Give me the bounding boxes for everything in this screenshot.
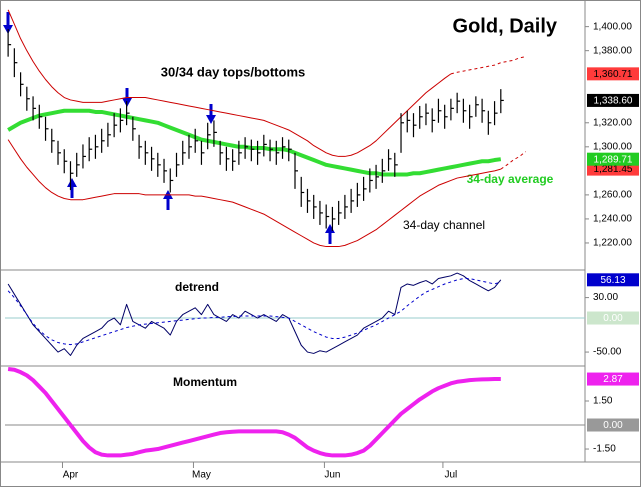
line [7, 278, 501, 346]
y-tick-label: -50.00 [593, 347, 622, 358]
y-tick-label: 1,400.00 [593, 21, 632, 32]
annotation: 34-day channel [403, 218, 485, 232]
value-label-box [587, 162, 639, 176]
y-tick-label: 1,300.00 [593, 141, 632, 152]
value-label: 1,338.60 [594, 96, 633, 107]
y-tick-label: 1,220.00 [593, 238, 632, 249]
line [7, 366, 501, 458]
x-tick-label: Jul [445, 470, 458, 481]
x-tick-label: May [192, 470, 211, 481]
annotation: 30/34 day tops/bottoms [161, 64, 305, 79]
bottom-arrow [67, 178, 77, 198]
value-label: 0.00 [603, 313, 623, 324]
chart-title: Gold, Daily [453, 15, 558, 37]
value-label: 1,281.45 [594, 164, 633, 175]
value-label: 1,289.71 [594, 154, 633, 165]
line [7, 139, 501, 248]
value-label-box [587, 418, 639, 432]
y-tick-label: 30.00 [593, 292, 618, 303]
panel-title: detrend [175, 280, 219, 294]
value-label-box [587, 311, 639, 325]
y-tick-label: 1,380.00 [593, 45, 632, 56]
y-tick-label: 1,240.00 [593, 214, 632, 225]
line [500, 151, 527, 170]
annotation: 34-day average [467, 172, 554, 186]
y-tick-label: 1,320.00 [593, 117, 632, 128]
value-label: 0.00 [603, 420, 623, 431]
value-label-box [587, 93, 639, 107]
line [7, 108, 502, 177]
value-label-box [587, 152, 639, 166]
value-label: 56.13 [600, 275, 625, 286]
value-label-box [587, 67, 639, 81]
y-tick-label: 1.50 [593, 396, 613, 407]
y-tick-label: 1,260.00 [593, 190, 632, 201]
value-label-box [587, 273, 639, 287]
line [7, 9, 452, 157]
x-tick-label: Jun [324, 470, 340, 481]
x-tick-label: Apr [63, 470, 79, 481]
y-tick-label: -1.50 [593, 444, 616, 455]
value-label: 2.87 [603, 374, 623, 385]
value-label: 1,360.71 [594, 69, 633, 80]
panel-title: Momentum [173, 375, 237, 389]
value-label-box [587, 372, 639, 386]
line [450, 56, 526, 75]
